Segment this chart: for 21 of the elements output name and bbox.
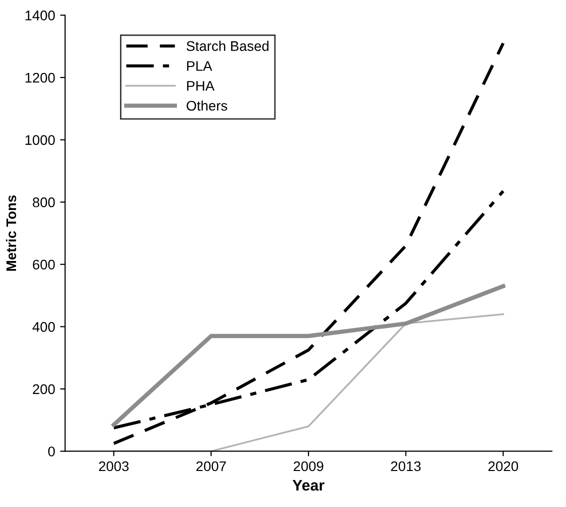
- y-tick-label: 800: [32, 197, 55, 208]
- x-tick-label: 2003: [99, 461, 129, 472]
- y-tick-label: 1000: [26, 135, 55, 145]
- legend-label: Others: [186, 100, 228, 111]
- y-tick-label: 200: [32, 384, 55, 394]
- y-tick-label: 400: [32, 322, 55, 332]
- legend-label: Starch Based: [186, 40, 268, 51]
- line-series: [112, 284, 506, 427]
- legend-label: PHA: [187, 81, 215, 91]
- x-tick-label: 2007: [196, 461, 226, 472]
- x-tick-label: 2009: [294, 461, 324, 472]
- legend-label: PLA: [187, 61, 212, 71]
- y-axis-title: Metric Tons: [6, 195, 16, 271]
- y-tick-label: 0: [48, 446, 55, 456]
- y-tick-label: 1400: [26, 10, 55, 20]
- x-tick-label: 2013: [391, 461, 421, 472]
- x-tick-label: 2020: [488, 461, 518, 472]
- y-tick-label: 1200: [26, 72, 55, 83]
- y-tick-label: 600: [32, 260, 55, 270]
- x-axis-title: Year: [292, 480, 324, 491]
- line-series: [112, 42, 505, 445]
